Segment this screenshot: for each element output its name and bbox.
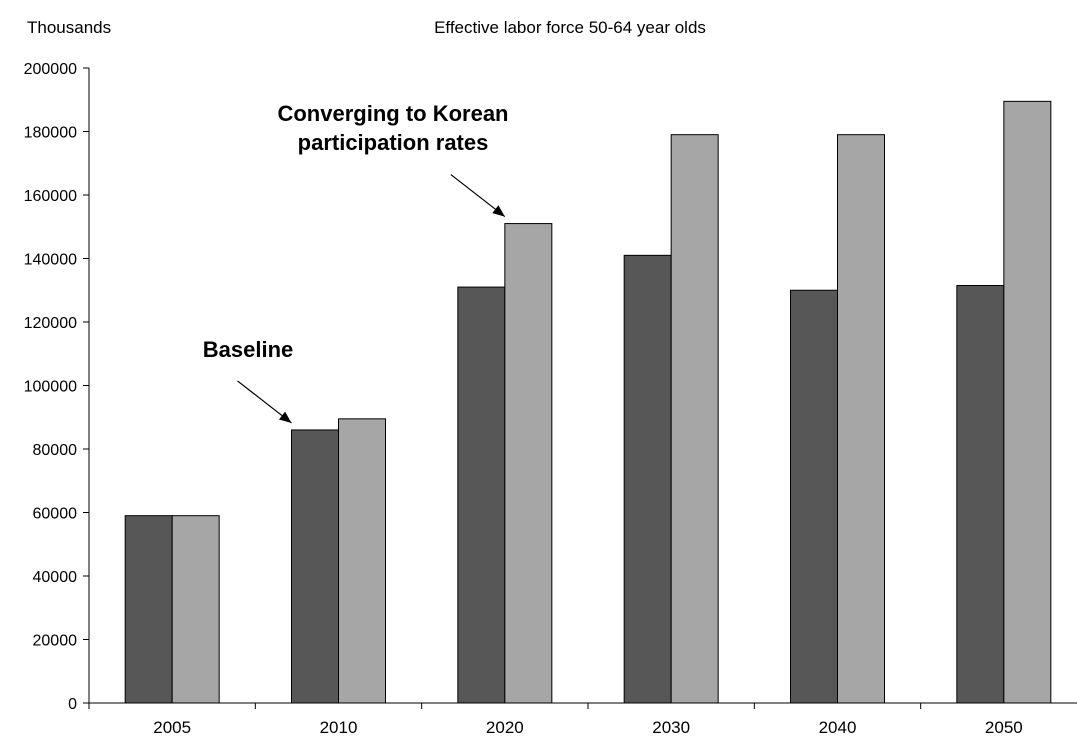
y-tick-label: 100000 xyxy=(24,379,77,396)
annotation-text: Converging to Korean xyxy=(277,101,508,126)
annotation-text: participation rates xyxy=(298,130,489,155)
x-tick-label: 2050 xyxy=(985,718,1023,737)
y-tick-label: 0 xyxy=(68,696,77,713)
x-tick-label: 2005 xyxy=(153,718,191,737)
y-tick-label: 120000 xyxy=(24,315,77,332)
bar-series-1-2030 xyxy=(623,254,672,704)
bar-series-2-2005 xyxy=(171,515,220,704)
bar-series-1-2005 xyxy=(124,515,173,704)
annotations: Baseline Converging to Korean participatio… xyxy=(203,101,509,424)
annotation-text: Baseline xyxy=(203,337,294,362)
bar-series-2-2010 xyxy=(338,418,386,704)
x-tick-label: 2040 xyxy=(819,718,857,737)
axes: 0 20000 40000 60000 80000 100000 120000 140000 1… xyxy=(24,61,1077,737)
y-tick-label: 160000 xyxy=(24,188,77,205)
bar-series-1-2040 xyxy=(790,289,838,704)
bar-series-1-2010 xyxy=(291,429,339,704)
bar-series-2-2020 xyxy=(504,223,553,704)
bars xyxy=(124,100,1052,704)
y-tick-label: 180000 xyxy=(24,125,77,142)
y-unit-label: Thousands xyxy=(27,18,111,37)
x-tick-label: 2010 xyxy=(320,718,358,737)
bar-series-1-2020 xyxy=(457,286,506,704)
x-tick-label: 2020 xyxy=(486,718,524,737)
y-tick-label: 60000 xyxy=(33,506,78,523)
bar-series-2-2030 xyxy=(670,134,719,704)
annotation-arrowhead xyxy=(278,411,292,423)
bar-series-1-2050 xyxy=(956,284,1005,704)
y-tick-label: 140000 xyxy=(24,252,77,269)
bar-series-2-2040 xyxy=(837,134,885,704)
x-tick-label: 2030 xyxy=(652,718,690,737)
y-tick-label: 80000 xyxy=(33,442,78,459)
chart-title: Effective labor force 50-64 year olds xyxy=(434,18,706,37)
y-tick-label: 200000 xyxy=(24,61,77,78)
bar-series-2-2050 xyxy=(1003,100,1052,704)
y-tick-label: 40000 xyxy=(33,569,78,586)
annotation-arrowhead xyxy=(492,205,505,217)
y-tick-label: 20000 xyxy=(33,633,78,650)
